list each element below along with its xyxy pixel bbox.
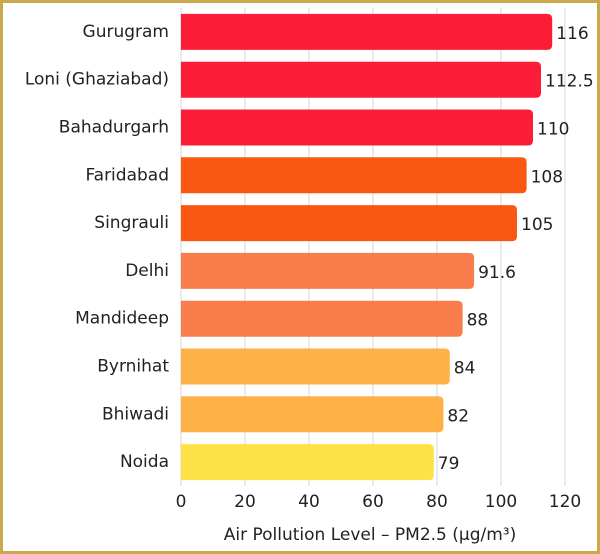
y-tick-label: Singrauli <box>94 213 169 233</box>
value-label: 84 <box>454 359 476 379</box>
y-tick-label: Loni (Ghaziabad) <box>25 70 169 90</box>
y-tick-label: Bhiwadi <box>102 404 169 424</box>
bar <box>181 300 463 337</box>
x-tick-label: 80 <box>426 492 448 512</box>
bar <box>181 157 527 194</box>
bar <box>181 13 553 50</box>
y-tick-label: Gurugram <box>83 22 169 42</box>
x-tick-label: 20 <box>234 492 256 512</box>
value-label: 105 <box>521 215 553 235</box>
y-tick-label: Delhi <box>125 261 169 281</box>
y-tick-label: Noida <box>120 452 169 472</box>
value-label: 79 <box>438 454 460 474</box>
value-label: 88 <box>467 311 489 331</box>
bar <box>181 205 517 242</box>
bar <box>181 396 444 433</box>
bar <box>181 444 434 481</box>
x-tick-label: 40 <box>298 492 320 512</box>
y-tick-label: Bahadurgarh <box>59 118 169 138</box>
y-tick-label: Byrnihat <box>97 357 169 377</box>
x-tick-label: 100 <box>485 492 517 512</box>
y-tick-label: Faridabad <box>85 165 169 185</box>
value-label: 112.5 <box>545 72 594 92</box>
bars <box>181 13 553 481</box>
x-tick-label: 120 <box>549 492 581 512</box>
bar <box>181 252 475 289</box>
value-label: 82 <box>447 406 469 426</box>
value-label: 116 <box>556 24 588 44</box>
x-axis-label: Air Pollution Level – PM2.5 (µg/m³) <box>224 525 517 545</box>
value-label: 108 <box>531 167 563 187</box>
value-label: 110 <box>537 120 569 140</box>
bar <box>181 348 450 385</box>
bar <box>181 109 533 146</box>
bar <box>181 61 541 98</box>
x-tick-label: 0 <box>176 492 187 512</box>
x-tick-label: 60 <box>362 492 384 512</box>
y-tick-label: Mandideep <box>75 309 169 329</box>
value-label: 91.6 <box>478 263 516 283</box>
